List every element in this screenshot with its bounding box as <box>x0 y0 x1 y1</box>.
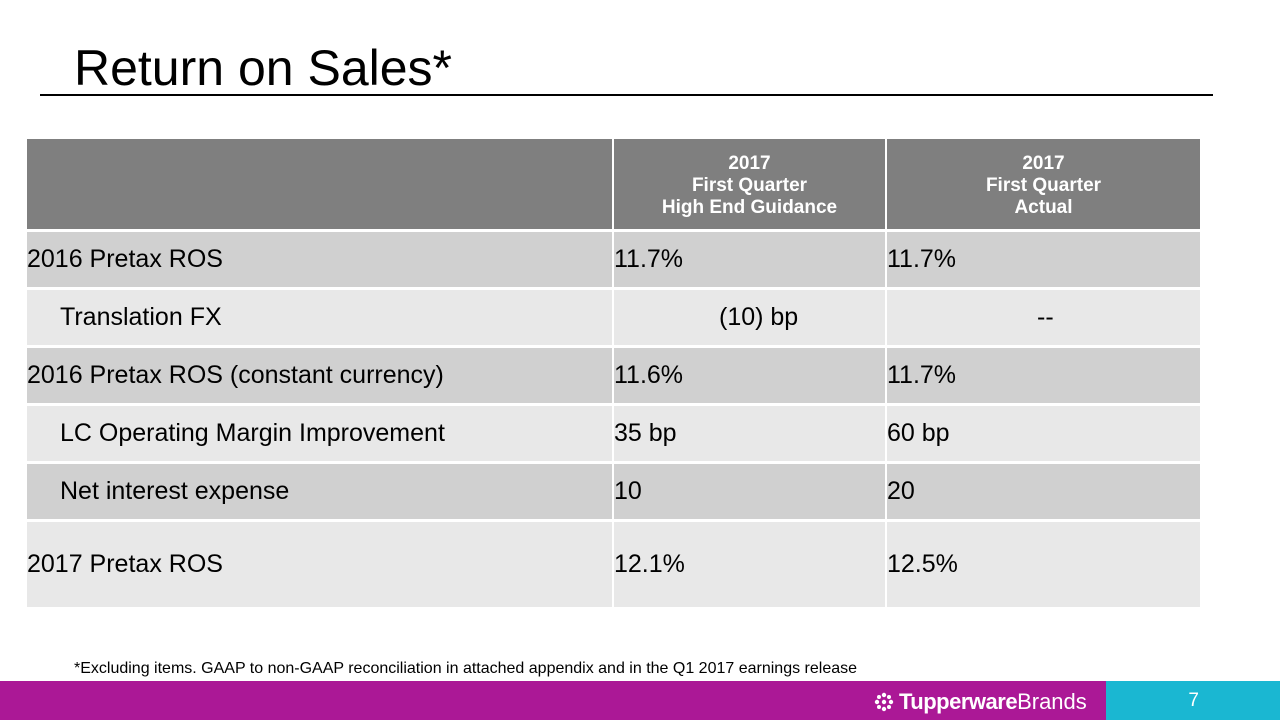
actual-value: 11.7% <box>886 230 1200 290</box>
row-label: 2017 Pretax ROS <box>27 520 614 610</box>
brand-name-bold: Tupperware <box>899 689 1018 714</box>
actual-value: 12.5% <box>886 520 1200 610</box>
actual-value: 20 <box>886 462 1200 522</box>
row-label: Net interest expense <box>27 462 614 522</box>
actual-value: 11.7% <box>886 346 1200 406</box>
guidance-value: 35 bp <box>613 404 887 464</box>
return-on-sales-table: 2017 First Quarter High End Guidance 201… <box>27 139 1200 610</box>
row-label: LC Operating Margin Improvement <box>27 404 614 464</box>
table-row: 2016 Pretax ROS (constant currency) 11.6… <box>27 346 1200 406</box>
actual-value: -- <box>886 288 1200 348</box>
header-label-column <box>27 139 614 232</box>
page-number-box: 7 <box>1106 681 1280 720</box>
title-divider <box>40 94 1213 96</box>
table-row: Translation FX (10) bp -- <box>27 288 1200 348</box>
table-header-row: 2017 First Quarter High End Guidance 201… <box>27 139 1200 232</box>
guidance-value: 10 <box>613 462 887 522</box>
table-row: Net interest expense 10 20 <box>27 462 1200 522</box>
guidance-value: 11.7% <box>613 230 887 290</box>
guidance-value: 12.1% <box>613 520 887 610</box>
guidance-value: (10) bp <box>613 288 887 348</box>
table-row: 2016 Pretax ROS 11.7% 11.7% <box>27 230 1200 290</box>
row-label: Translation FX <box>27 288 614 348</box>
page-number: 7 <box>1188 690 1199 711</box>
tupperware-flower-icon <box>874 692 894 712</box>
footnote: *Excluding items. GAAP to non-GAAP recon… <box>74 660 858 677</box>
guidance-value: 11.6% <box>613 346 887 406</box>
table-row: LC Operating Margin Improvement 35 bp 60… <box>27 404 1200 464</box>
header-guidance-column: 2017 First Quarter High End Guidance <box>613 139 887 232</box>
brand-name-light: Brands <box>1017 689 1087 714</box>
tupperware-brands-logo: Tupperware Brands <box>873 687 1087 717</box>
row-label: 2016 Pretax ROS (constant currency) <box>27 346 614 406</box>
row-label: 2016 Pretax ROS <box>27 230 614 290</box>
table-row: 2017 Pretax ROS 12.1% 12.5% <box>27 520 1200 610</box>
slide-title: Return on Sales* <box>74 40 453 96</box>
actual-value: 60 bp <box>886 404 1200 464</box>
footer-bar <box>0 681 1106 720</box>
header-actual-column: 2017 First Quarter Actual <box>886 139 1200 232</box>
